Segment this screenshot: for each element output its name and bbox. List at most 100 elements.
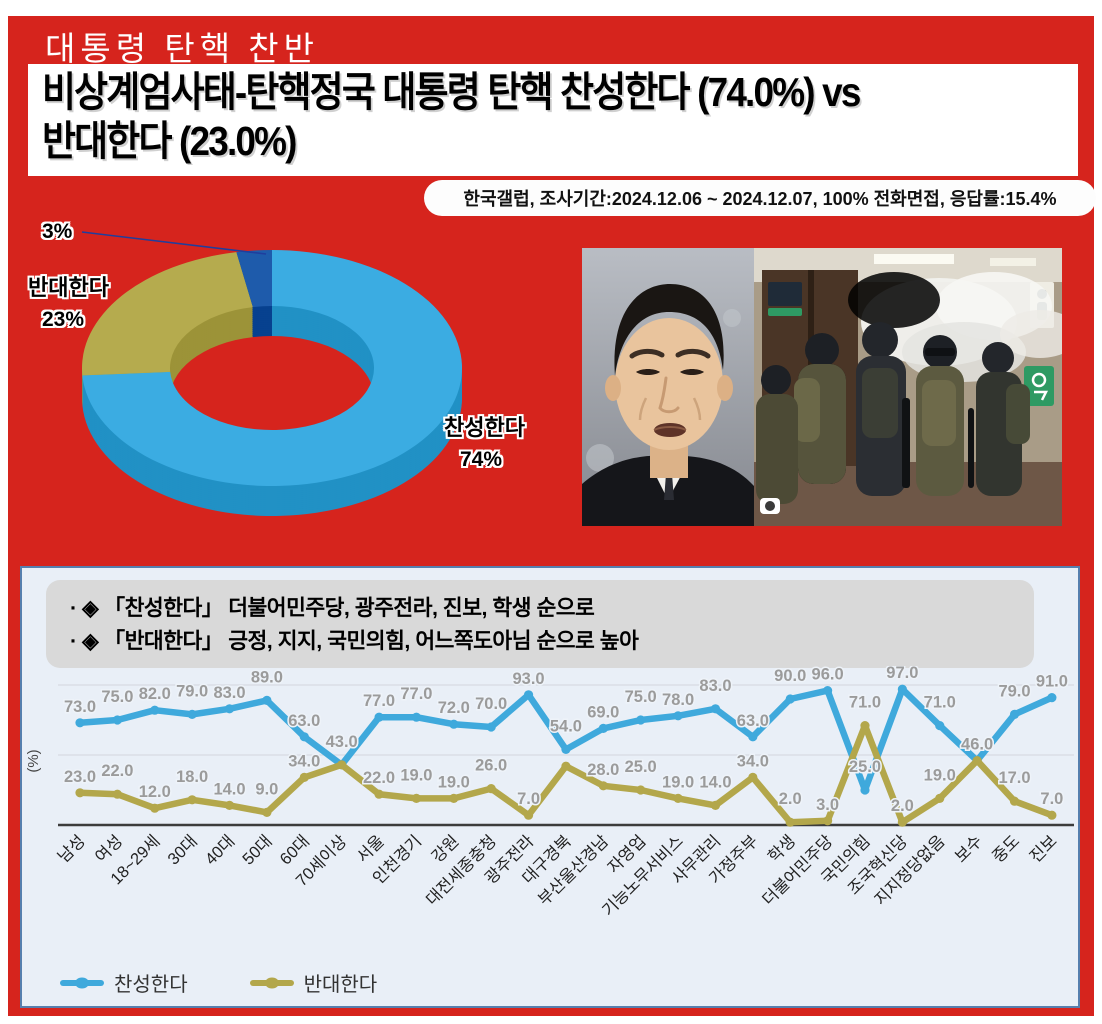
donut-leader-line bbox=[81, 231, 267, 255]
soldier bbox=[976, 342, 1030, 496]
data-label-찬성한다-광주전라: 93.0 bbox=[512, 670, 544, 688]
category-label-진보: 진보 bbox=[1026, 831, 1061, 866]
data-point-찬성한다-부산울산경남 bbox=[598, 723, 608, 733]
data-point-찬성한다-학생 bbox=[785, 694, 795, 704]
eyebrow bbox=[629, 348, 665, 359]
tie bbox=[664, 474, 674, 500]
room-sign bbox=[768, 282, 802, 306]
category-label-30대: 30대 bbox=[164, 831, 201, 868]
data-label-찬성한다-대구경북: 54.0 bbox=[550, 717, 582, 735]
accessibility-icon bbox=[1031, 372, 1047, 388]
data-label-반대한다-기능노무서비스: 19.0 bbox=[662, 773, 694, 791]
analysis-panel: · ◈ 「찬성한다」 더불어민주당, 광주전라, 진보, 학생 순으로 · ◈ … bbox=[20, 566, 1080, 1008]
findings-box: · ◈ 「찬성한다」 더불어민주당, 광주전라, 진보, 학생 순으로 · ◈ … bbox=[46, 580, 1034, 668]
data-label-찬성한다-70세이상: 43.0 bbox=[326, 733, 358, 751]
donut-chart-svg bbox=[81, 231, 463, 516]
donut-label-favor-value: 74% bbox=[460, 448, 503, 471]
data-label-반대한다-30대: 18.0 bbox=[176, 768, 208, 786]
data-point-찬성한다-자영업 bbox=[636, 715, 646, 725]
data-label-찬성한다-서울: 77.0 bbox=[363, 692, 395, 710]
data-point-찬성한다-50대 bbox=[262, 695, 272, 705]
data-point-찬성한다-서울 bbox=[374, 712, 384, 722]
legend-label-favor: 찬성한다 bbox=[114, 974, 188, 996]
donut-label-oppose-name: 반대한다 bbox=[28, 275, 109, 300]
soldier bbox=[856, 322, 906, 496]
data-point-찬성한다-사무관리 bbox=[710, 704, 721, 714]
data-label-찬성한다-조국혁신당: 97.0 bbox=[886, 666, 918, 682]
data-point-찬성한다-기능노무서비스 bbox=[673, 711, 683, 721]
data-point-찬성한다-광주전라 bbox=[523, 690, 534, 700]
accessibility-icon bbox=[1034, 390, 1049, 401]
legend-label-oppose: 반대한다 bbox=[303, 974, 378, 996]
legend-item-favor: 찬성한다 bbox=[60, 968, 188, 997]
data-point-반대한다-보수 bbox=[972, 756, 982, 766]
data-label-반대한다-60대: 34.0 bbox=[288, 752, 320, 770]
rifle bbox=[968, 408, 974, 488]
data-point-반대한다-대구경북 bbox=[561, 761, 571, 771]
data-point-찬성한다-30대 bbox=[187, 709, 197, 719]
data-label-찬성한다-60대: 63.0 bbox=[288, 712, 320, 730]
data-point-반대한다-조국혁신당 bbox=[897, 817, 907, 827]
data-label-찬성한다-기능노무서비스: 78.0 bbox=[662, 691, 694, 709]
legend-marker-favor bbox=[60, 977, 104, 988]
data-point-찬성한다-중도 bbox=[1009, 709, 1020, 719]
data-label-찬성한다-가정주부: 63.0 bbox=[737, 712, 769, 730]
soldiers bbox=[756, 322, 1030, 504]
data-label-반대한다-진보: 7.0 bbox=[1040, 790, 1063, 808]
soldier bbox=[756, 365, 798, 504]
donut-slice-찬성한다 bbox=[82, 250, 463, 487]
data-label-반대한다-조국혁신당: 2.0 bbox=[891, 797, 914, 815]
bokeh-dot bbox=[586, 444, 614, 472]
data-point-반대한다-50대 bbox=[262, 807, 272, 817]
data-label-반대한다-자영업: 25.0 bbox=[625, 758, 657, 776]
legend-item-oppose: 반대한다 bbox=[249, 968, 378, 997]
data-label-반대한다-부산울산경남: 28.0 bbox=[587, 761, 619, 779]
data-label-찬성한다-40대: 83.0 bbox=[213, 684, 245, 702]
data-point-반대한다-남성 bbox=[75, 788, 85, 798]
data-label-찬성한다-사무관리: 83.0 bbox=[699, 677, 731, 695]
kicker-title: 대통령 탄핵 찬반 bbox=[45, 32, 320, 68]
data-point-찬성한다-강원 bbox=[449, 719, 459, 729]
data-point-반대한다-기능노무서비스 bbox=[673, 793, 683, 803]
data-point-반대한다-부산울산경남 bbox=[598, 781, 608, 791]
data-point-찬성한다-조국혁신당 bbox=[897, 684, 907, 694]
data-label-찬성한다-대전세종충청: 70.0 bbox=[475, 695, 507, 713]
data-point-반대한다-인천경기 bbox=[411, 793, 422, 803]
ear bbox=[605, 375, 621, 401]
data-label-찬성한다-자영업: 75.0 bbox=[625, 688, 657, 706]
data-point-반대한다-자영업 bbox=[636, 785, 646, 795]
data-label-찬성한다-인천경기: 77.0 bbox=[400, 685, 432, 703]
data-label-반대한다-지지정당없음: 19.0 bbox=[924, 766, 956, 784]
data-point-반대한다-60대 bbox=[299, 772, 309, 782]
category-label-중도: 중도 bbox=[989, 832, 1023, 866]
data-point-반대한다-가정주부 bbox=[748, 772, 758, 782]
cheek-line bbox=[692, 397, 702, 421]
data-point-찬성한다-남성 bbox=[75, 718, 85, 728]
data-point-반대한다-광주전라 bbox=[523, 810, 534, 820]
donut-label-favor-name: 찬성한다 bbox=[444, 415, 525, 440]
data-point-반대한다-30대 bbox=[187, 795, 197, 805]
mouth bbox=[654, 423, 686, 437]
headline-line2: 반대한다 (23.0%) bbox=[42, 118, 297, 165]
data-label-찬성한다-학생: 90.0 bbox=[774, 667, 806, 685]
data-label-찬성한다-남성: 73.0 bbox=[64, 698, 96, 716]
chart-legend: 찬성한다 반대한다 bbox=[60, 968, 439, 997]
photo-strip bbox=[582, 248, 1062, 526]
data-point-찬성한다-60대 bbox=[299, 732, 309, 742]
eye bbox=[636, 369, 660, 375]
data-point-찬성한다-인천경기 bbox=[411, 712, 422, 722]
data-label-반대한다-대전세종충청: 26.0 bbox=[475, 757, 507, 775]
data-label-반대한다-가정주부: 34.0 bbox=[737, 752, 769, 770]
data-point-반대한다-국민의힘 bbox=[860, 721, 870, 731]
category-label-보수: 보수 bbox=[952, 832, 986, 866]
camera-icon bbox=[760, 498, 780, 514]
data-point-반대한다-70세이상 bbox=[337, 760, 347, 770]
data-label-찬성한다-국민의힘: 25.0 bbox=[849, 758, 881, 776]
data-label-찬성한다-18~29세: 82.0 bbox=[139, 685, 171, 703]
data-point-반대한다-서울 bbox=[374, 789, 384, 799]
data-point-반대한다-학생 bbox=[785, 817, 795, 827]
data-label-찬성한다-50대: 89.0 bbox=[251, 668, 283, 686]
cheek-line bbox=[638, 397, 648, 421]
category-label-50대: 50대 bbox=[239, 831, 276, 868]
